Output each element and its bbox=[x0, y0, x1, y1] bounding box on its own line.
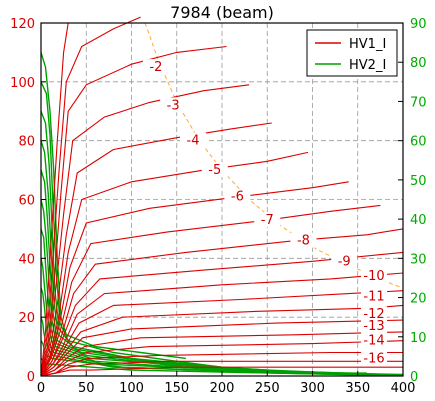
contour-label-2: -4 bbox=[187, 134, 200, 149]
x-tick-label-8: 400 bbox=[391, 381, 416, 396]
contour-label-3: -5 bbox=[208, 163, 221, 178]
hv1-contour-6 bbox=[40, 181, 349, 377]
x-tick-label-6: 300 bbox=[300, 381, 325, 396]
contour-label-13: -16 bbox=[363, 351, 384, 366]
x-tick-label-3: 150 bbox=[164, 381, 189, 396]
y-right-tick-label-1: 10 bbox=[410, 331, 427, 346]
y-right-tick-label-4: 40 bbox=[410, 213, 427, 228]
contour-label-12: -14 bbox=[363, 334, 384, 349]
contour-label-0: -2 bbox=[149, 60, 162, 75]
contour-label-bg-1 bbox=[160, 97, 187, 113]
legend-box bbox=[306, 29, 398, 77]
contour-label-5: -7 bbox=[261, 213, 274, 228]
x-tick-label-2: 100 bbox=[119, 381, 144, 396]
contour-label-bg-11 bbox=[361, 317, 388, 333]
hv1-contour-3 bbox=[40, 84, 250, 377]
contour-label-bg-12 bbox=[361, 332, 388, 348]
hv1-contour-2 bbox=[40, 45, 227, 377]
chart-title: 7984 (beam) bbox=[170, 3, 274, 22]
contour-label-bg-0 bbox=[142, 59, 169, 75]
contour-label-bg-9 bbox=[361, 288, 388, 304]
hv1-contour-1 bbox=[40, 16, 141, 377]
contour-label-9: -11 bbox=[363, 290, 384, 305]
y-right-tick-label-5: 50 bbox=[410, 174, 427, 189]
y-right-tick-label-2: 20 bbox=[410, 292, 427, 307]
contour-label-bg-8 bbox=[361, 267, 388, 283]
contour-labels: -2-3-4-5-6-7-8-9-10-11-12-13-14-16 bbox=[142, 59, 388, 366]
legend-label-0: HV1_I bbox=[349, 37, 386, 52]
x-tick-label-4: 200 bbox=[210, 381, 235, 396]
contour-label-1: -3 bbox=[167, 98, 180, 113]
contour-label-8: -10 bbox=[363, 269, 384, 284]
hv1-contour-11 bbox=[40, 290, 404, 377]
hv1-contours bbox=[40, 16, 404, 377]
contour-label-bg-7 bbox=[331, 253, 358, 269]
hv1-contour-9 bbox=[40, 251, 404, 377]
hv1-contour-13 bbox=[40, 319, 404, 377]
legend: HV1_I HV2_I bbox=[306, 29, 398, 77]
hv1-contour-0 bbox=[40, 22, 69, 377]
contour-label-bg-2 bbox=[180, 132, 207, 148]
x-tick-label-1: 50 bbox=[78, 381, 95, 396]
y-right-tick-label-7: 70 bbox=[410, 95, 427, 110]
x-tick-label-5: 250 bbox=[255, 381, 280, 396]
y-left-tick-label-0: 0 bbox=[27, 370, 35, 385]
contour-label-11: -13 bbox=[363, 319, 384, 334]
contour-label-bg-6 bbox=[290, 232, 317, 248]
hv1-contour-4 bbox=[40, 122, 272, 377]
y-left-tick-label-5: 100 bbox=[10, 76, 35, 91]
y-right-tick-label-9: 90 bbox=[410, 17, 427, 32]
y-right-tick-label-8: 80 bbox=[410, 56, 427, 71]
axis-ticks: 0 50 100 150 200 250 300 350 4000204060801001200… bbox=[10, 17, 426, 396]
contour-label-bg-3 bbox=[201, 162, 228, 178]
hv1-contour-15 bbox=[40, 340, 404, 377]
y-left-tick-label-1: 20 bbox=[18, 311, 35, 326]
hv1-contour-18 bbox=[40, 366, 403, 377]
contour-label-bg-4 bbox=[224, 188, 251, 204]
contour-label-6: -8 bbox=[297, 234, 310, 249]
y-right-tick-label-0: 0 bbox=[410, 370, 418, 385]
contour-label-4: -6 bbox=[231, 190, 244, 205]
x-tick-label-0: 0 bbox=[37, 381, 45, 396]
y-left-tick-label-4: 80 bbox=[18, 135, 35, 150]
y-left-tick-label-2: 40 bbox=[18, 252, 35, 267]
contour-label-bg-13 bbox=[361, 350, 388, 366]
y-left-tick-label-3: 60 bbox=[18, 194, 35, 209]
x-tick-label-7: 350 bbox=[345, 381, 370, 396]
hv1-contour-5 bbox=[40, 151, 309, 377]
legend-label-1: HV2_I bbox=[349, 58, 386, 73]
contour-label-bg-10 bbox=[361, 306, 388, 322]
hv1-contour-8 bbox=[40, 228, 404, 377]
hv1-contour-7 bbox=[40, 204, 381, 377]
contour-label-bg-5 bbox=[254, 212, 281, 228]
hv2-contour-2 bbox=[40, 111, 268, 371]
y-left-tick-label-6: 120 bbox=[10, 17, 35, 32]
y-right-tick-label-6: 60 bbox=[410, 135, 427, 150]
contour-label-7: -9 bbox=[338, 254, 351, 269]
y-right-tick-label-3: 30 bbox=[410, 252, 427, 267]
